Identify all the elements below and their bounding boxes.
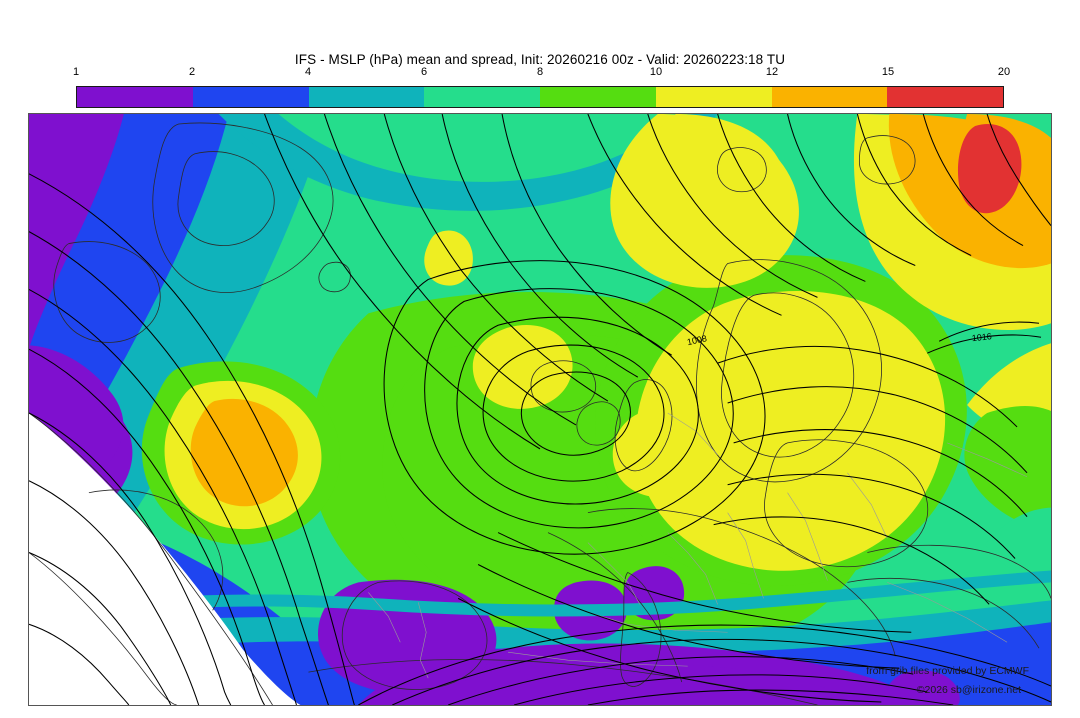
- colorbar-tick-15: 15: [881, 66, 895, 78]
- colorbar-tick-20: 20: [997, 66, 1011, 78]
- colorbar-band-1-2: [77, 87, 193, 107]
- colorbar-band-8-10: [540, 87, 656, 107]
- colorbar-tick-labels: 1 2 4 6 8 10 12 15 20: [72, 66, 1010, 82]
- colorbar-tick-6: 6: [420, 66, 428, 78]
- colorbar-band-2-4: [192, 87, 309, 107]
- map-panel: 1008 1016 from grib files provided by EC…: [28, 113, 1052, 706]
- isobar-labels: 1008 1016: [686, 331, 992, 347]
- colorbar: [76, 86, 1004, 108]
- colorbar-tick-8: 8: [536, 66, 544, 78]
- colorbar-band-10-12: [655, 87, 772, 107]
- isobar-contours: [29, 114, 1051, 705]
- country-borders: [368, 412, 1028, 679]
- map-svg: 1008 1016: [29, 114, 1051, 705]
- spread-filled-contours: [29, 114, 1051, 705]
- colorbar-tick-10: 10: [649, 66, 663, 78]
- isobar-label-1016: 1016: [971, 331, 992, 343]
- credit-copyright: ©2026 sb@irizone.net: [916, 684, 1021, 696]
- isobar-label-1008: 1008: [686, 333, 708, 347]
- colorbar-tick-12: 12: [765, 66, 779, 78]
- colorbar-tick-2: 2: [188, 66, 196, 78]
- colorbar-band-12-15: [771, 87, 888, 107]
- colorbar-band-4-6: [308, 87, 425, 107]
- chart-title: IFS - MSLP (hPa) mean and spread, Init: …: [294, 52, 786, 67]
- colorbar-tick-4: 4: [304, 66, 312, 78]
- colorbar-gradient: [76, 86, 1004, 108]
- coastlines: [29, 122, 1051, 705]
- credit-source: from grib files provided by ECMWF: [866, 665, 1029, 677]
- colorbar-band-15-20: [887, 87, 1003, 107]
- colorbar-band-6-8: [424, 87, 540, 107]
- colorbar-tick-1: 1: [72, 66, 80, 78]
